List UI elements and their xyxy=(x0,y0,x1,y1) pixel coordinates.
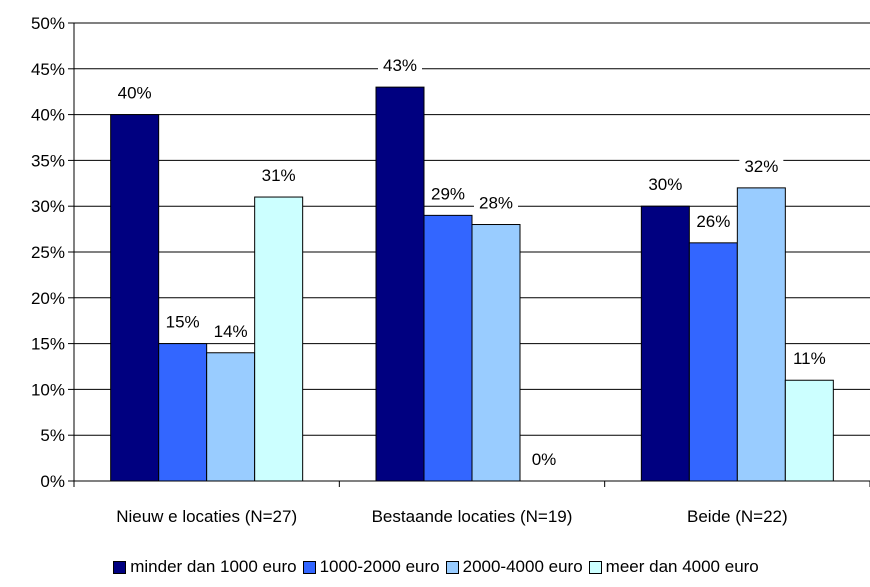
data-label-bg xyxy=(378,55,422,78)
y-tick-label: 10% xyxy=(31,380,65,399)
data-label: 11% xyxy=(793,349,826,368)
data-label: 31% xyxy=(262,166,296,185)
legend-item: meer dan 4000 euro xyxy=(587,557,759,577)
bar xyxy=(375,86,425,482)
data-label: 26% xyxy=(696,212,730,231)
data-label-bg xyxy=(691,210,736,233)
y-tick-label: 30% xyxy=(31,197,65,216)
y-tick-label: 35% xyxy=(31,151,65,170)
legend-swatch xyxy=(445,560,459,574)
data-label: 15% xyxy=(166,313,200,332)
x-category-label: Beide (N=22) xyxy=(687,507,788,526)
data-label: 29% xyxy=(431,184,465,203)
y-tick-label: 15% xyxy=(31,335,65,354)
data-label: 28% xyxy=(479,194,513,213)
x-category-label: Nieuw e locaties (N=27) xyxy=(116,507,297,526)
bar xyxy=(471,224,521,482)
data-label-bg xyxy=(256,165,301,188)
data-label-bg xyxy=(426,183,470,206)
y-tick-label: 5% xyxy=(40,426,65,445)
data-label: 14% xyxy=(214,322,248,341)
legend-label: 1000-2000 euro xyxy=(319,557,440,576)
data-label-bg xyxy=(739,155,784,178)
bar xyxy=(736,187,786,482)
bar xyxy=(784,379,834,482)
data-label-bg xyxy=(643,174,688,197)
data-label-bg xyxy=(160,311,205,334)
legend-label: 2000-4000 euro xyxy=(462,557,583,576)
legend-item: 2000-4000 euro xyxy=(444,557,583,577)
legend-swatch xyxy=(113,560,127,574)
data-label-bg xyxy=(474,192,518,215)
data-label: 43% xyxy=(383,56,417,75)
legend-label: minder dan 1000 euro xyxy=(130,557,297,576)
bar xyxy=(423,214,473,482)
y-tick-label: 50% xyxy=(31,14,65,33)
bar xyxy=(158,343,208,482)
y-tick-label: 20% xyxy=(31,289,65,308)
y-tick-label: 40% xyxy=(31,106,65,125)
bar xyxy=(206,352,256,482)
bar xyxy=(688,242,738,482)
legend: minder dan 1000 euro 1000-2000 euro 2000-4… xyxy=(0,557,870,577)
data-label-bg xyxy=(112,82,157,105)
legend-swatch xyxy=(588,560,602,574)
data-label-bg xyxy=(522,449,566,471)
data-label: 0% xyxy=(532,450,557,469)
bar xyxy=(254,196,304,482)
y-tick-label: 45% xyxy=(31,60,65,79)
bar xyxy=(640,205,690,482)
legend-swatch xyxy=(302,560,316,574)
data-label-bg xyxy=(787,348,832,371)
legend-label: meer dan 4000 euro xyxy=(605,557,759,576)
data-label: 30% xyxy=(648,175,682,194)
data-label: 40% xyxy=(118,84,152,103)
legend-item: 1000-2000 euro xyxy=(301,557,440,577)
data-label-bg xyxy=(208,320,253,343)
x-category-label: Bestaande locaties (N=19) xyxy=(372,507,573,526)
legend-item: minder dan 1000 euro xyxy=(111,557,297,577)
data-label: 32% xyxy=(744,157,778,176)
y-tick-label: 0% xyxy=(40,472,65,491)
y-tick-label: 25% xyxy=(31,243,65,262)
bar xyxy=(110,114,160,482)
